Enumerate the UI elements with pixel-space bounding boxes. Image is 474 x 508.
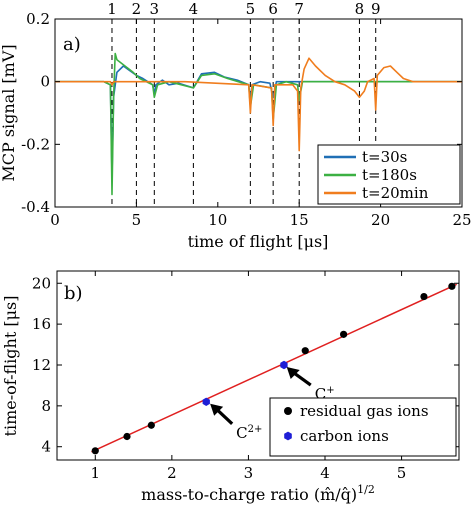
annotation-label: C2+	[236, 424, 262, 442]
panel-a-x-tick-labels: 0 5 10 15 20 25	[50, 211, 471, 229]
x-tick-label: 10	[208, 211, 227, 229]
data-point-residual-gas	[123, 432, 131, 441]
panel-a-x-axis-label: time of flight [μs]	[188, 232, 329, 251]
peak-marker-label-6: 6	[268, 0, 278, 18]
y-tick-label: 4	[41, 438, 51, 456]
panel-b-label: b)	[64, 283, 83, 304]
peak-marker-label-2: 2	[132, 0, 142, 18]
y-tick-label: 12	[32, 356, 51, 374]
panel-b-x-axis-label-text: mass-to-charge ratio (m̂/q̂)	[141, 485, 357, 504]
annotation-arrow-head	[286, 367, 300, 380]
panel-a-label: a)	[63, 34, 81, 55]
panel-b-data-points	[91, 282, 456, 455]
legend-marker-carbon	[284, 431, 292, 441]
x-tick-label: 25	[452, 211, 471, 229]
panel-a-series-lines	[55, 52, 462, 196]
x-tick-label: 1	[91, 464, 101, 482]
x-tick-label: 20	[371, 211, 390, 229]
data-point-residual-gas	[91, 447, 99, 455]
annotation-arrow-shaft	[215, 407, 234, 425]
panel-b-x-axis-label-exponent: 1/2	[357, 483, 375, 496]
peak-marker-label-7: 7	[294, 0, 304, 18]
panel-a-legend: t=30s t=180s t=20min	[317, 144, 461, 205]
panel-a-y-axis-label: MCP signal [mV]	[0, 44, 18, 181]
panel-b-legend-box	[269, 397, 457, 457]
data-point-residual-gas	[420, 292, 428, 301]
legend-label-carbon: carbon ions	[300, 427, 389, 445]
y-tick-label: -0.2	[21, 135, 50, 153]
peak-marker-label-4: 4	[189, 0, 199, 18]
data-point-residual-gas	[340, 330, 348, 338]
x-tick-label: 0	[50, 211, 60, 229]
x-tick-label: 5	[397, 464, 407, 482]
panel-b-legend: residual gas ions carbon ions	[269, 397, 457, 457]
panel-a-ticks	[54, 18, 463, 208]
data-point-residual-gas	[301, 347, 309, 355]
data-point-carbon	[202, 397, 210, 406]
peak-marker-label-5: 5	[246, 0, 256, 18]
annotation-label: C+	[315, 385, 335, 403]
y-tick-label: -0.4	[21, 198, 50, 216]
peak-marker-label-8: 8	[355, 0, 365, 18]
panel-a-y-tick-labels: -0.4 -0.2 0 0.2	[21, 10, 50, 216]
y-tick-label: 0.2	[26, 10, 50, 28]
x-tick-label: 5	[132, 211, 142, 229]
peak-marker-label-3: 3	[150, 0, 160, 18]
panel-b-annotations: C+ C2+	[210, 367, 335, 442]
data-point-carbon	[280, 360, 288, 370]
legend-label-t180s: t=180s	[362, 166, 417, 184]
y-tick-label: 20	[32, 274, 51, 292]
x-tick-label: 2	[167, 464, 177, 482]
x-tick-label: 4	[320, 464, 330, 482]
legend-label-t30s: t=30s	[362, 148, 407, 166]
panel-b-ticks	[57, 271, 459, 460]
legend-label-t20min: t=20min	[362, 184, 429, 202]
x-tick-label: 15	[290, 211, 309, 229]
panel-b-y-axis-label: time-of-flight [μs]	[1, 296, 20, 437]
series-line-t20min	[55, 57, 462, 152]
legend-label-residual-gas: residual gas ions	[300, 402, 429, 420]
panel-b-y-tick-labels: 4 8 12 16 20	[32, 274, 51, 455]
panel-b-x-axis-label: mass-to-charge ratio (m̂/q̂)1/2	[141, 483, 375, 504]
y-tick-label: 16	[32, 315, 51, 333]
data-point-residual-gas	[147, 421, 155, 429]
series-line-t180s	[55, 52, 462, 196]
annotation-arrow-head	[210, 403, 224, 416]
y-tick-label: 0	[40, 73, 50, 91]
peak-marker-label-9: 9	[371, 0, 381, 18]
annotation-arrow-shaft	[291, 370, 312, 387]
panel-b-x-tick-labels: 1 2 3 4 5	[91, 464, 407, 482]
x-tick-label: 3	[244, 464, 254, 482]
legend-marker-residual-gas	[284, 407, 292, 415]
y-tick-label: 8	[41, 397, 51, 415]
data-point-residual-gas	[448, 282, 456, 290]
peak-marker-label-1: 1	[107, 0, 117, 18]
